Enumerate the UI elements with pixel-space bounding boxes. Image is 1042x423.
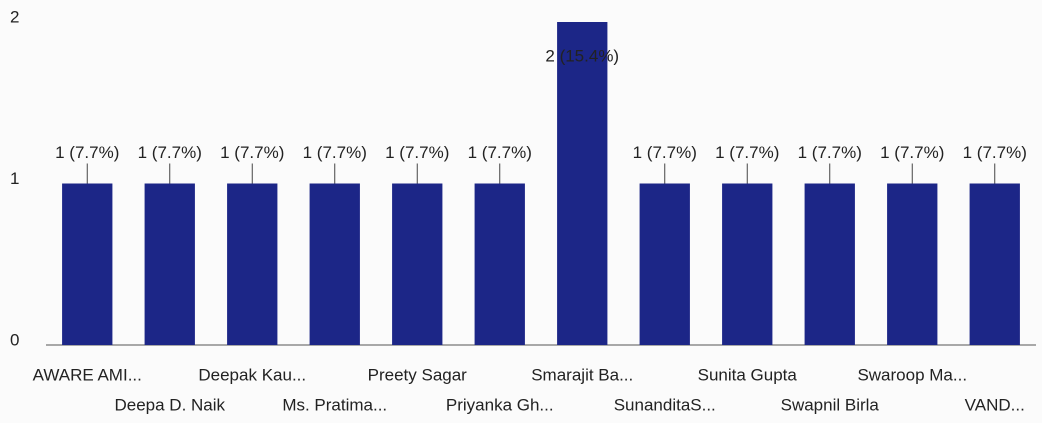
bar (474, 183, 525, 345)
x-tick-label: Deepak Kau... (198, 365, 306, 384)
data-label: 1 (7.7%) (385, 143, 449, 162)
x-tick-label: Swapnil Birla (781, 395, 880, 414)
x-tick-label: VAND... (965, 395, 1025, 414)
bar (887, 183, 938, 345)
x-tick-label: Preety Sagar (368, 365, 468, 384)
data-label: 1 (7.7%) (880, 143, 944, 162)
data-label: 1 (7.7%) (468, 143, 532, 162)
x-tick-label: Swaroop Ma... (857, 365, 967, 384)
bar (62, 183, 113, 345)
x-tick-label: Priyanka Gh... (446, 395, 554, 414)
x-tick-label: Ms. Pratima... (282, 395, 387, 414)
data-label: 1 (7.7%) (303, 143, 367, 162)
x-tick-label: SunanditaS... (614, 395, 716, 414)
bar (804, 183, 855, 345)
data-label: 1 (7.7%) (633, 143, 697, 162)
x-tick-label: Sunita Gupta (698, 365, 798, 384)
y-tick-label: 0 (10, 330, 19, 349)
data-label: 2 (15.4%) (545, 46, 619, 65)
bar (144, 183, 195, 345)
data-label: 1 (7.7%) (138, 143, 202, 162)
bar (557, 22, 608, 345)
data-label: 1 (7.7%) (963, 143, 1027, 162)
bar (227, 183, 278, 345)
bar (969, 183, 1020, 345)
bar (392, 183, 443, 345)
x-tick-label: AWARE AMI... (33, 365, 142, 384)
bar (722, 183, 773, 345)
bar (639, 183, 690, 345)
data-label: 1 (7.7%) (220, 143, 284, 162)
x-tick-label: Smarajit Ba... (531, 365, 633, 384)
y-tick-label: 2 (10, 7, 19, 26)
data-label: 1 (7.7%) (798, 143, 862, 162)
data-label: 1 (7.7%) (715, 143, 779, 162)
x-tick-label: Deepa D. Naik (114, 395, 225, 414)
y-tick-label: 1 (10, 169, 19, 188)
bar (309, 183, 360, 345)
data-label: 1 (7.7%) (55, 143, 119, 162)
